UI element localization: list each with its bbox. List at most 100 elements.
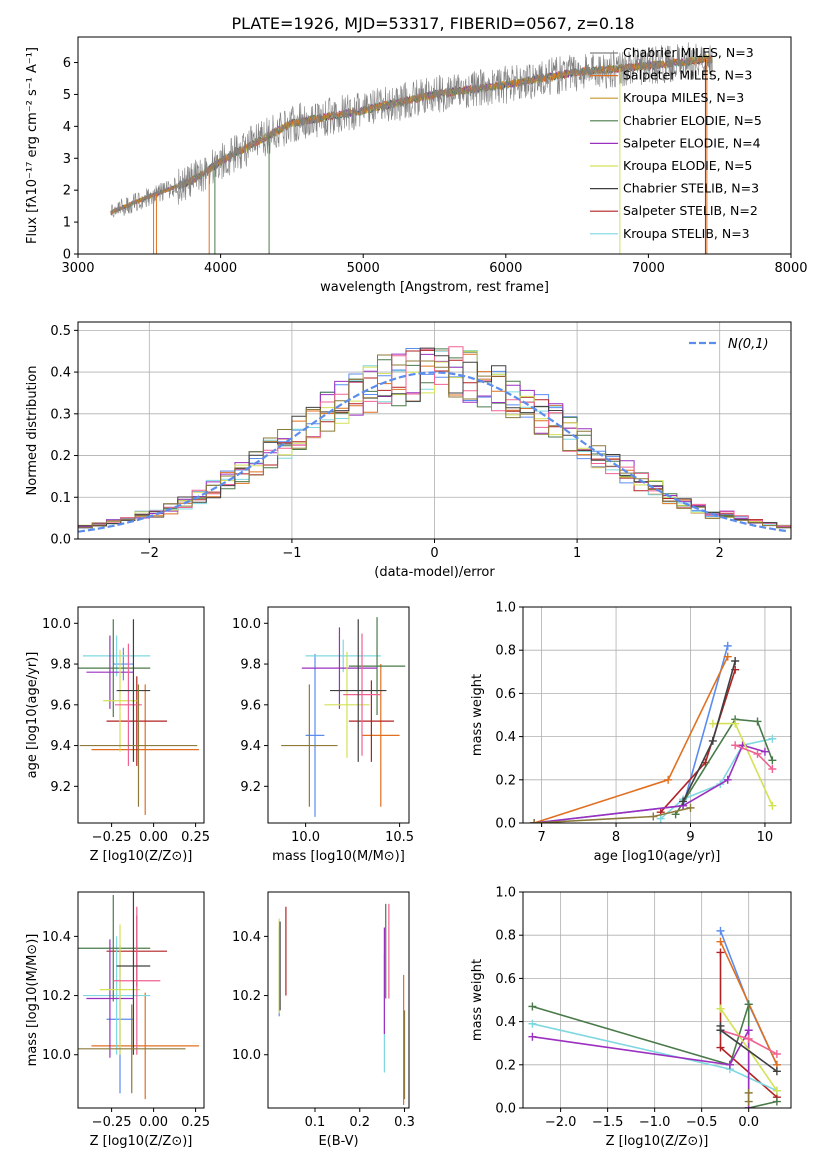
panel-Z_age: −0.25 0.00 0.25 9.2 9.4 9.6 9.8 10.0 Z [log10(Z/…: [25, 606, 210, 864]
legend-label: Kroupa MILES, N=3: [623, 90, 744, 105]
panel-ebv_mass: 0.1 0.2 0.3 10.0 10.2 10.4 E(B-V): [232, 891, 415, 1149]
y-tick-label: 10.0: [232, 617, 261, 632]
point-marker: [716, 926, 725, 935]
point-marker: [679, 797, 688, 806]
legend-label: Chabrier STELIB, N=3: [623, 181, 759, 196]
point-marker: [753, 717, 762, 726]
point-marker: [528, 1002, 537, 1011]
point-marker: [716, 1043, 725, 1052]
y-tick-label: 0.4: [495, 730, 516, 745]
legend: Chabrier MILES, N=3 Salpeter MILES, N=3 Kr…: [590, 45, 762, 241]
point-marker: [731, 741, 740, 750]
axes-frame: [77, 36, 792, 255]
y-tick-label: 10.0: [42, 617, 71, 632]
plot-area: [78, 892, 199, 1100]
y-tick-label: 9.8: [240, 658, 261, 673]
y-axis-label: age [log10(age/yr)]: [25, 652, 40, 779]
legend-label: Chabrier MILES, N=3: [623, 45, 754, 60]
x-tick-label: 1: [573, 546, 581, 561]
x-tick-label: 0: [430, 546, 438, 561]
y-tick-label: 9.4: [50, 739, 71, 754]
y-tick-label: 2: [63, 184, 71, 199]
y-tick-label: 10.0: [232, 1048, 261, 1063]
point-marker: [528, 1032, 537, 1041]
point-marker: [528, 1019, 537, 1028]
y-axis-label: mass [log10(M/M⊙)]: [25, 934, 40, 1067]
normal-curve: [78, 371, 789, 533]
y-axis-label: Flux [fλ10⁻¹⁷ erg cm⁻² s⁻¹ A⁻¹]: [25, 47, 40, 244]
x-tick-label: 10: [757, 830, 774, 845]
y-tick-label: 0.2: [495, 1058, 516, 1073]
point-marker: [772, 1050, 781, 1058]
y-tick-label: 0.8: [495, 929, 516, 944]
x-tick-label: −1.5: [592, 1115, 624, 1130]
point-marker: [768, 734, 777, 743]
y-axis-label: mass weight: [470, 959, 485, 1041]
y-tick-label: 1.0: [495, 886, 516, 901]
panel-Z_weight: −2.0 −1.5 −1.0 −0.5 0.0 0.0 0.2 0.4 0.6 0.8 1.0 Z […: [470, 886, 792, 1149]
axes-frame: [522, 606, 792, 824]
y-tick-label: 0: [63, 248, 71, 263]
point-marker: [772, 1097, 781, 1106]
y-axis-label: Normed distribution: [25, 366, 40, 496]
panel-residuals: −2 −1 0 1 2 0.0 0.1 0.2 0.3 0.4 0.5 (data-model)/er…: [25, 321, 792, 580]
y-tick-label: 9.6: [50, 698, 71, 713]
y-tick-label: 9.4: [240, 739, 261, 754]
y-tick-label: 0.4: [495, 1015, 516, 1030]
point-marker: [656, 814, 665, 823]
point-marker: [768, 765, 777, 773]
point-marker: [753, 749, 762, 758]
x-axis-label: wavelength [Angstrom, rest frame]: [320, 280, 549, 295]
point-marker: [708, 719, 717, 728]
point-marker: [530, 819, 539, 823]
x-tick-label: 5000: [347, 261, 380, 276]
y-tick-label: 0.2: [50, 449, 71, 464]
x-tick-label: 8: [612, 830, 620, 845]
panel-spectrum: 3000 4000 5000 6000 7000 8000 0 1 2 3 4 5 6 wavelengt…: [25, 36, 808, 295]
panel-age_weight: 7 8 9 10 0.0 0.2 0.4 0.6 0.8 1.0 age [log10(age/yr…: [470, 601, 792, 864]
plot-area: [528, 926, 781, 1108]
weight-line: [532, 1029, 750, 1108]
y-tick-label: 9.6: [240, 698, 261, 713]
x-tick-label: 0.3: [394, 1115, 415, 1130]
weight-line: [660, 669, 736, 813]
y-tick-label: 10.2: [232, 989, 261, 1004]
weight-line: [719, 1008, 778, 1092]
axes-frame: [77, 891, 205, 1109]
point-marker: [723, 641, 732, 650]
point-marker: [716, 937, 725, 946]
y-tick-label: 0.2: [495, 773, 516, 788]
point-marker: [708, 736, 717, 745]
axes-frame: [522, 891, 792, 1109]
x-tick-label: −0.25: [92, 830, 132, 845]
point-marker: [772, 1086, 781, 1095]
x-tick-label: −0.5: [686, 1115, 718, 1130]
x-tick-label: 3000: [61, 261, 94, 276]
point-marker: [716, 1026, 725, 1035]
x-tick-label: 7: [537, 830, 545, 845]
x-tick-label: −1.0: [639, 1115, 671, 1130]
legend-label: Chabrier ELODIE, N=5: [623, 113, 762, 128]
point-marker: [649, 812, 658, 821]
point-marker: [716, 1004, 725, 1013]
y-tick-label: 0.4: [50, 366, 71, 381]
x-axis-label: age [log10(age/yr)]: [594, 849, 721, 864]
x-tick-label: −0.25: [92, 1115, 132, 1130]
x-axis-label: (data-model)/error: [374, 565, 495, 580]
point-marker: [731, 719, 740, 728]
y-tick-label: 9.2: [240, 780, 261, 795]
plot-area: [78, 619, 199, 815]
point-marker: [768, 756, 777, 765]
point-marker: [772, 1067, 781, 1076]
x-tick-label: 0.25: [181, 830, 210, 845]
point-marker: [723, 775, 732, 784]
x-tick-label: 0.0: [738, 1115, 759, 1130]
x-tick-label: 0.2: [349, 1115, 370, 1130]
weight-line: [674, 718, 774, 815]
spectrum-line: [110, 42, 713, 218]
x-tick-label: 7000: [632, 261, 665, 276]
y-tick-label: 9.2: [50, 780, 71, 795]
axes-frame: [77, 606, 205, 824]
point-marker: [744, 1000, 753, 1009]
